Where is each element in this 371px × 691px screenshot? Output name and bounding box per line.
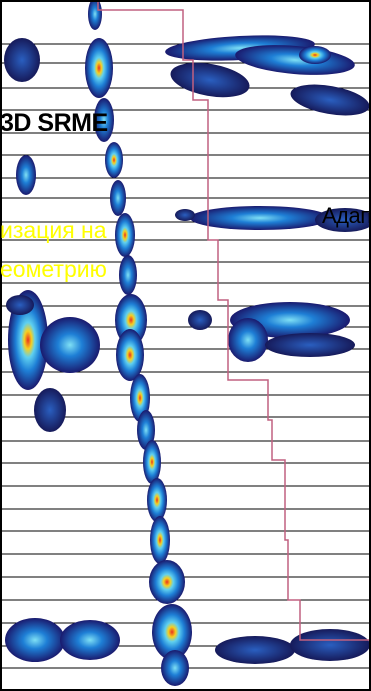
- energy-blob: [143, 440, 161, 484]
- energy-blob: [105, 142, 123, 178]
- regularization-label-line2: еометрию: [0, 256, 107, 282]
- energy-blob: [190, 206, 330, 230]
- energy-blob: [34, 388, 66, 432]
- energy-blob: [149, 560, 185, 604]
- energy-blob: [228, 318, 268, 362]
- energy-blob: [60, 620, 120, 660]
- energy-blob: [265, 333, 355, 357]
- energy-blob: [40, 317, 100, 373]
- energy-blob: [85, 38, 113, 98]
- energy-blob: [215, 636, 295, 664]
- energy-blob: [110, 180, 126, 216]
- energy-blob: [115, 213, 135, 257]
- srme-label: 3D SRME: [0, 109, 108, 137]
- energy-blob: [137, 410, 155, 450]
- energy-blob: [161, 650, 189, 686]
- boundary-line: [97, 0, 371, 641]
- energy-blob: [299, 46, 331, 64]
- energy-blob: [290, 84, 370, 116]
- energy-blob: [119, 255, 137, 295]
- horizontal-grid-lines: [0, 43, 371, 669]
- energy-blob: [188, 310, 212, 330]
- energy-blob: [116, 329, 144, 381]
- energy-blob: [8, 290, 48, 390]
- energy-blob: [150, 516, 170, 564]
- energy-blob: [6, 295, 34, 315]
- energy-blob: [16, 155, 36, 195]
- energy-blob: [315, 208, 371, 232]
- energy-blob: [170, 62, 250, 98]
- energy-blob: [94, 98, 114, 142]
- energy-blob: [130, 374, 150, 422]
- energy-blob: [290, 629, 370, 661]
- energy-blobs: [4, 0, 371, 686]
- energy-blob: [4, 38, 40, 82]
- energy-blob: [175, 209, 195, 221]
- regularization-label-line1: изация на: [0, 217, 107, 243]
- energy-blob: [5, 618, 65, 662]
- energy-blob: [147, 478, 167, 522]
- adaptive-label: Адап: [322, 203, 371, 228]
- energy-blob: [152, 604, 192, 660]
